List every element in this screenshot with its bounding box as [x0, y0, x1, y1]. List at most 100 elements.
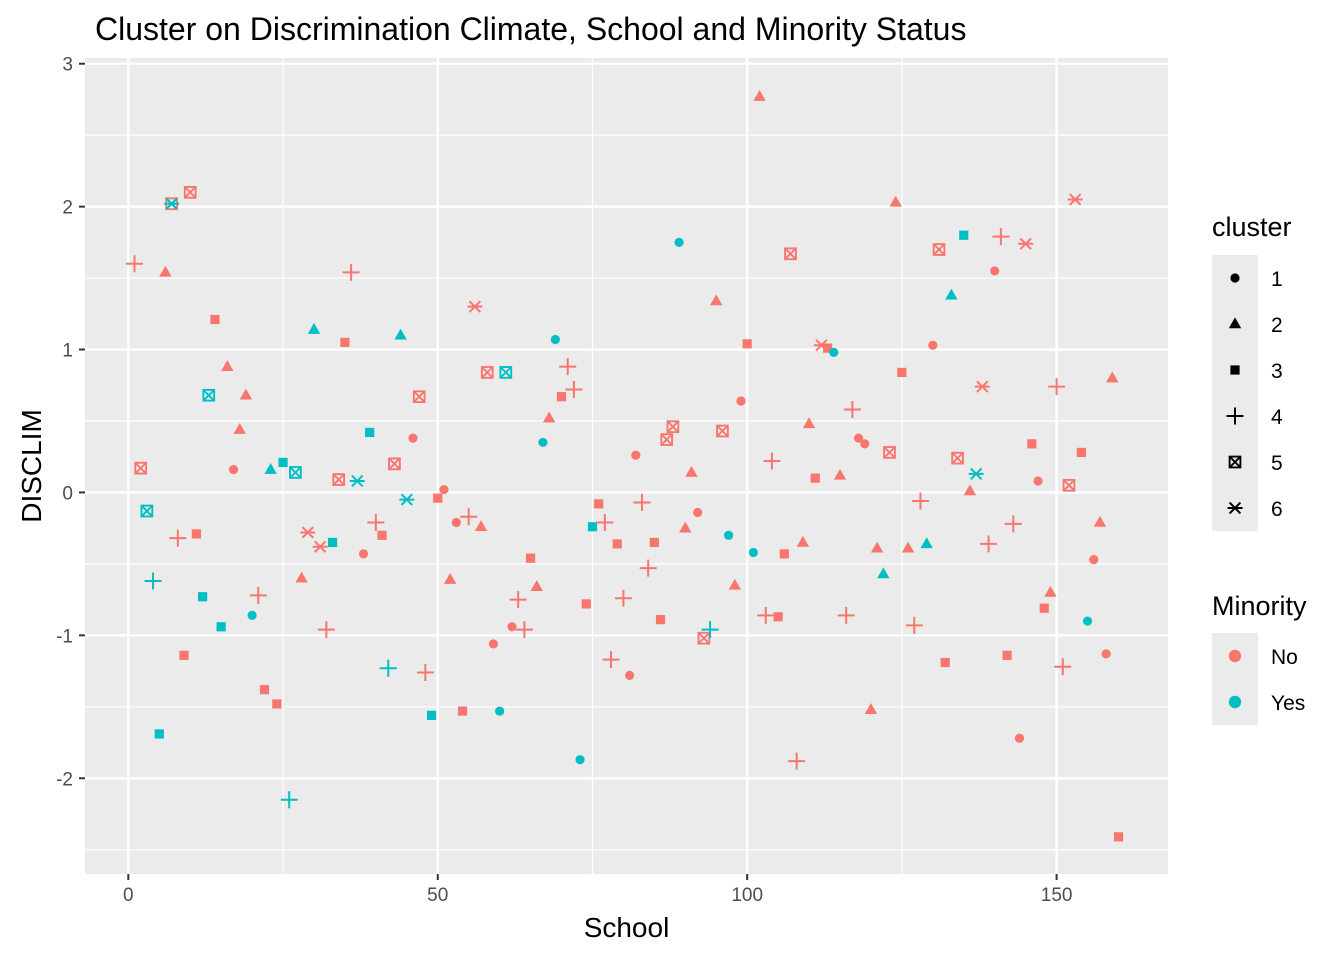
- data-point: [272, 699, 282, 709]
- data-point: [757, 606, 775, 624]
- data-point: [210, 314, 220, 325]
- data-point: [990, 266, 1000, 276]
- data-point: [1033, 476, 1043, 486]
- data-point: [144, 572, 162, 590]
- data-point: [1044, 585, 1057, 597]
- data-point: [736, 396, 746, 406]
- chart-title: Cluster on Discrimination Climate, Schoo…: [95, 11, 966, 47]
- data-point: [932, 243, 946, 256]
- data-point: [433, 493, 443, 503]
- y-tick-label: 0: [62, 483, 73, 504]
- data-point: [870, 541, 884, 553]
- data-point: [823, 343, 833, 353]
- y-tick-label: 1: [62, 341, 73, 362]
- data-point: [1082, 616, 1093, 626]
- data-points: [126, 89, 1124, 842]
- legend-minority-key-background: [1212, 633, 1258, 725]
- data-point: [480, 366, 494, 379]
- data-point: [796, 535, 810, 547]
- data-point: [451, 517, 461, 528]
- legend-minority-label: Yes: [1271, 692, 1305, 715]
- data-point: [1076, 447, 1086, 458]
- data-point: [1113, 832, 1124, 842]
- data-point: [317, 621, 335, 639]
- data-point: [753, 89, 766, 101]
- data-point: [394, 328, 407, 340]
- data-point: [365, 427, 375, 438]
- data-point: [853, 433, 864, 443]
- data-point: [247, 610, 257, 620]
- data-point: [666, 420, 680, 434]
- data-point: [763, 452, 781, 470]
- data-point: [259, 685, 270, 695]
- data-point: [507, 622, 517, 632]
- data-point: [633, 493, 651, 511]
- data-point: [377, 530, 387, 540]
- data-point: [883, 446, 896, 459]
- data-point: [992, 228, 1010, 246]
- data-point: [614, 589, 632, 607]
- data-point: [169, 529, 187, 547]
- data-point: [779, 549, 789, 559]
- data-point: [810, 473, 820, 483]
- data-point: [951, 451, 964, 465]
- data-point: [340, 337, 350, 347]
- data-point: [439, 484, 449, 495]
- data-point: [264, 462, 277, 474]
- legend-cluster-label: 6: [1271, 498, 1283, 521]
- data-point: [748, 547, 758, 558]
- data-point: [239, 388, 253, 400]
- data-point: [710, 294, 723, 306]
- data-point: [164, 197, 180, 210]
- data-point: [612, 539, 622, 549]
- data-point: [499, 366, 513, 379]
- legend-cluster: cluster 1 2 3 4 5 6: [1212, 212, 1292, 531]
- data-point: [408, 433, 418, 443]
- y-tick-label: 3: [62, 55, 73, 76]
- data-point: [295, 571, 308, 583]
- data-point: [860, 439, 870, 449]
- data-point: [467, 300, 483, 313]
- data-point: [312, 540, 328, 553]
- data-point: [575, 755, 585, 765]
- data-point: [426, 710, 437, 720]
- data-point: [342, 263, 360, 281]
- data-point: [802, 417, 816, 429]
- plot-panel: [85, 58, 1168, 874]
- data-point: [1062, 478, 1076, 492]
- data-point: [639, 559, 657, 577]
- data-point: [191, 529, 201, 539]
- data-point: [216, 622, 226, 632]
- data-point: [367, 513, 385, 531]
- data-point: [897, 367, 907, 377]
- data-point: [140, 504, 154, 518]
- data-point: [307, 322, 321, 334]
- y-tick-label: -1: [56, 626, 73, 647]
- y-tick-label: 2: [62, 198, 73, 219]
- data-point: [1039, 603, 1049, 613]
- data-point: [509, 591, 527, 609]
- data-point: [179, 650, 189, 660]
- legend-minority-title: Minority: [1212, 591, 1307, 621]
- data-point: [249, 586, 267, 604]
- data-point: [864, 703, 878, 714]
- x-axis-title: School: [584, 912, 670, 943]
- data-point: [837, 606, 855, 624]
- legend-cluster-label: 4: [1271, 406, 1283, 429]
- data-point: [701, 621, 719, 639]
- major-gridlines: [85, 58, 1168, 874]
- legend-key-shape: [1228, 317, 1242, 329]
- data-point: [1048, 378, 1066, 396]
- data-point: [587, 522, 598, 532]
- x-tick-label: 50: [427, 885, 448, 906]
- data-point: [412, 390, 426, 404]
- legend-key-shape: [1228, 455, 1242, 469]
- data-point: [379, 659, 397, 677]
- data-point: [278, 457, 288, 468]
- data-point: [889, 195, 902, 207]
- legend-key-shape: [1227, 501, 1243, 515]
- data-point: [495, 706, 505, 716]
- data-point: [974, 380, 990, 393]
- data-point: [1106, 371, 1119, 383]
